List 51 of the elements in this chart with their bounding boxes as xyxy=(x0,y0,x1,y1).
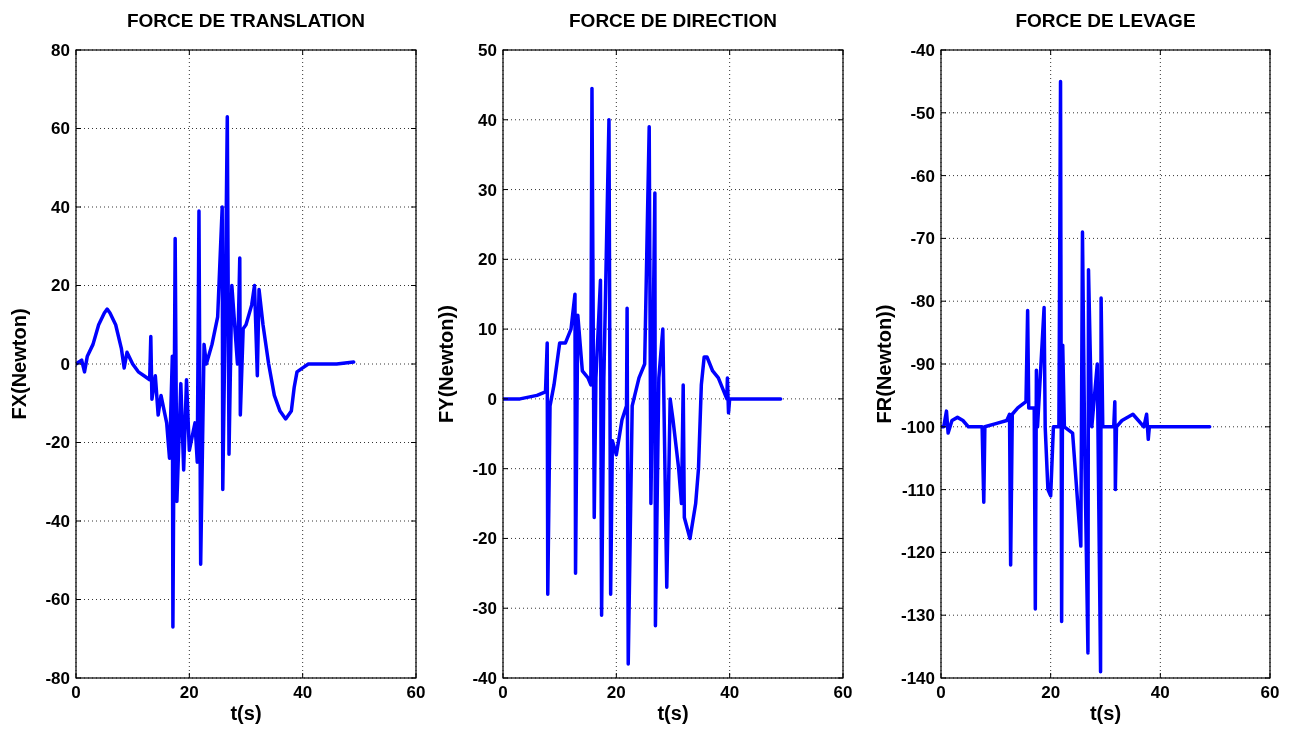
y-tick-label: 20 xyxy=(478,250,497,270)
x-tick-label: 20 xyxy=(1041,683,1061,702)
y-tick-label: 0 xyxy=(60,354,70,374)
y-tick-label: -10 xyxy=(472,459,497,479)
y-tick-label: -120 xyxy=(900,543,935,563)
x-tick-label: 40 xyxy=(293,683,313,702)
y-tick-label: -40 xyxy=(910,40,935,60)
line-series xyxy=(503,86,783,666)
line-series xyxy=(941,79,1212,674)
y-tick-label: -110 xyxy=(901,480,935,500)
chart-title: FORCE DE TRANSLATION xyxy=(126,10,366,31)
chart-title: FORCE DE LEVAGE xyxy=(1015,10,1196,31)
y-tick-label: -40 xyxy=(472,668,497,688)
y-tick-label: 60 xyxy=(51,119,70,139)
y-tick-label: 50 xyxy=(478,40,497,60)
chart-title: FORCE DE DIRECTION xyxy=(569,10,777,31)
y-tick-label: -90 xyxy=(910,354,935,374)
x-tick-label: 20 xyxy=(606,683,626,702)
y-tick-label: 20 xyxy=(51,276,70,296)
y-tick-label: -20 xyxy=(45,433,70,453)
y-tick-label: -130 xyxy=(900,606,935,626)
y-tick-label: -20 xyxy=(472,529,497,549)
y-tick-label: -60 xyxy=(45,590,70,610)
y-tick-label: 40 xyxy=(51,197,70,217)
y-tick-label: 30 xyxy=(478,180,497,200)
y-tick-label: -30 xyxy=(472,599,497,619)
y-tick-label: -40 xyxy=(45,511,70,531)
y-tick-label: -80 xyxy=(45,668,70,688)
y-tick-label: 0 xyxy=(487,389,497,409)
x-tick-label: 60 xyxy=(1260,683,1280,702)
y-tick-label: -100 xyxy=(900,417,935,437)
x-tick-label: 40 xyxy=(1150,683,1170,702)
y-tick-label: -60 xyxy=(910,166,935,186)
x-tick-label: 40 xyxy=(720,683,740,702)
y-axis-title: FX(Newton) xyxy=(8,308,30,420)
y-axis-title: FR(Newton)) xyxy=(873,304,895,424)
x-tick-label: 20 xyxy=(179,683,199,702)
y-axis-title: FY(Newton)) xyxy=(435,305,457,423)
x-axis-title: t(s) xyxy=(230,702,262,724)
x-axis-title: t(s) xyxy=(657,702,689,724)
y-tick-label: -50 xyxy=(910,103,935,123)
y-tick-label: 80 xyxy=(51,40,70,60)
y-tick-label: -80 xyxy=(910,292,935,312)
x-axis-title: t(s) xyxy=(1089,702,1122,724)
y-tick-label: -70 xyxy=(910,229,935,249)
x-tick-label: 60 xyxy=(833,683,853,702)
y-tick-label: 10 xyxy=(478,320,497,340)
y-tick-label: -140 xyxy=(900,668,935,688)
line-series xyxy=(76,114,356,629)
x-tick-label: 60 xyxy=(406,683,426,702)
y-tick-label: 40 xyxy=(478,110,497,130)
